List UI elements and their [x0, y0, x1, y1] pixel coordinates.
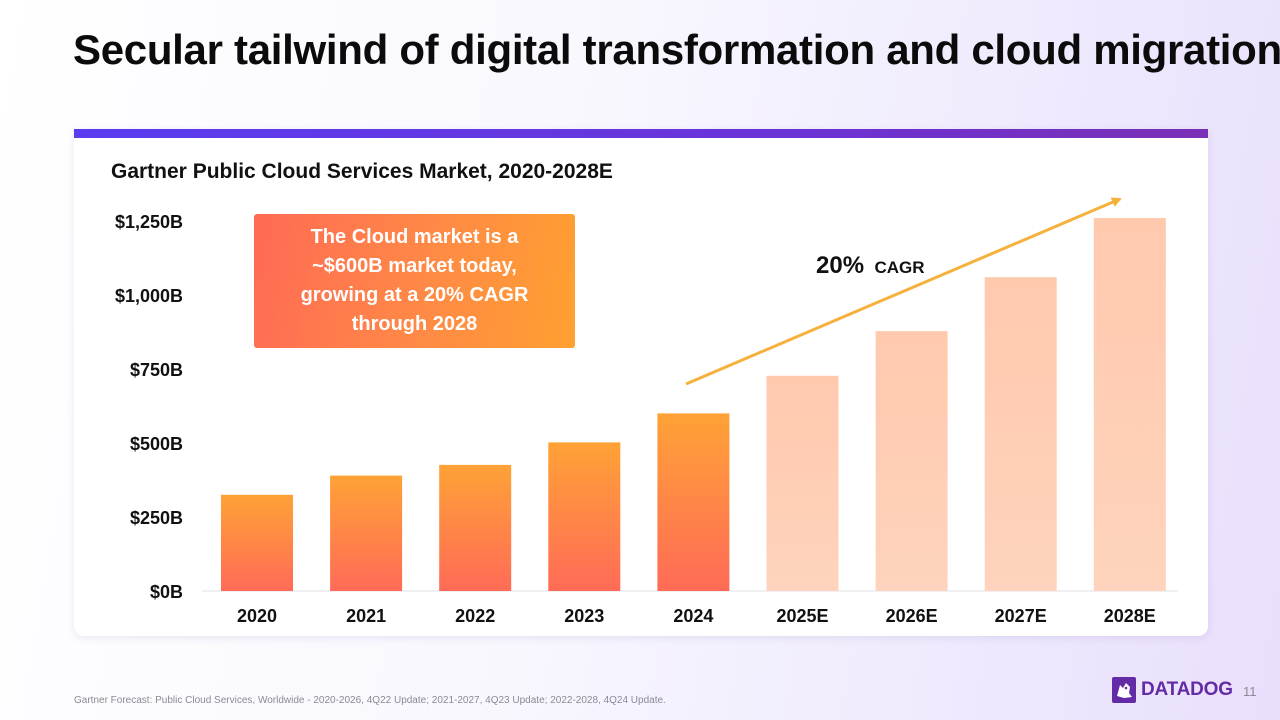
chart-title: Gartner Public Cloud Services Market, 20…	[111, 160, 613, 183]
y-tick-label: $500B	[130, 434, 183, 454]
bar-2021	[330, 475, 403, 591]
y-tick-label: $750B	[130, 360, 183, 380]
x-tick-label: 2028E	[1104, 606, 1156, 626]
slide-title: Secular tailwind of digital transformati…	[73, 26, 1280, 73]
logo-wordmark: DATADOG	[1141, 679, 1233, 700]
bar-series	[221, 218, 1166, 591]
bar-2023	[548, 442, 621, 591]
bar-2026e	[875, 331, 948, 591]
x-tick-label: 2024	[673, 606, 713, 626]
x-tick-label: 2023	[564, 606, 604, 626]
bar-2028e	[1093, 218, 1166, 591]
dog-icon	[1112, 677, 1136, 703]
y-tick-label: $250B	[130, 508, 183, 528]
y-tick-label: $0B	[150, 582, 183, 602]
x-axis-tick-labels: 2020 2021 2022 2023 2024 2025E 2026E 2027E 2028E	[237, 606, 1156, 626]
bar-2025e	[766, 375, 839, 591]
datadog-logo: DATADOG	[1111, 676, 1233, 704]
bar-2024	[657, 413, 730, 591]
cagr-annotation: 20% CAGR	[816, 252, 925, 279]
callout-text: The Cloud market is a ~$600B market toda…	[300, 226, 529, 335]
x-tick-label: 2025E	[776, 606, 828, 626]
x-tick-label: 2022	[455, 606, 495, 626]
bar-2022	[439, 464, 512, 591]
x-tick-label: 2021	[346, 606, 386, 626]
x-tick-label: 2027E	[995, 606, 1047, 626]
y-axis-tick-labels: $0B $250B $500B $750B $1,000B $1,250B	[115, 212, 183, 602]
cagr-label: CAGR	[875, 258, 925, 277]
page-number: 11	[1243, 684, 1257, 699]
bar-2027e	[984, 277, 1057, 591]
bar-2020	[221, 494, 293, 591]
x-tick-label: 2020	[237, 606, 277, 626]
cagr-value: 20%	[816, 252, 864, 279]
callout-box: The Cloud market is a ~$600B market toda…	[254, 214, 575, 348]
card-top-bar	[74, 129, 1208, 138]
y-tick-label: $1,250B	[115, 212, 183, 232]
y-tick-label: $1,000B	[115, 286, 183, 306]
cagr-trend-arrow	[685, 197, 1122, 386]
source-footnote: Gartner Forecast: Public Cloud Services,…	[74, 695, 666, 706]
x-tick-label: 2026E	[886, 606, 938, 626]
